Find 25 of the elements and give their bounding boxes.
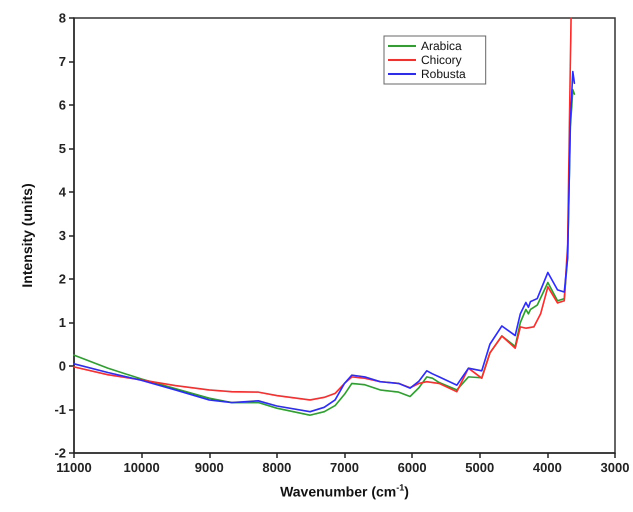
x-tick-label: 9000 (194, 460, 224, 475)
legend-label: Arabica (421, 39, 462, 53)
y-tick-label: 7 (58, 54, 66, 69)
x-tick-label: 6000 (398, 460, 427, 475)
y-tick-label: 0 (58, 358, 66, 374)
y-tick-label: 4 (58, 184, 67, 200)
x-tick-label: 10000 (124, 460, 160, 475)
x-tick-label: 11000 (56, 460, 92, 475)
y-tick-label: 3 (58, 228, 66, 243)
y-tick-label: 6 (58, 98, 66, 112)
x-tick-label: 3000 (600, 460, 630, 475)
y-tick-label: -1 (54, 402, 66, 417)
y-axis-title: Intensity (units) (19, 183, 35, 288)
legend-label: Robusta (421, 67, 466, 81)
y-tick-label: 2 (58, 272, 66, 286)
y-tick-label: 8 (58, 10, 66, 26)
x-tick-label: 5000 (465, 460, 494, 475)
y-tick-label: -2 (54, 446, 66, 460)
x-tick-label: 8000 (262, 460, 292, 475)
x-tick-label: 4000 (532, 460, 562, 475)
y-tick-label: 1 (58, 315, 66, 330)
y-tick-label: 5 (58, 141, 66, 156)
legend-label: Chicory (421, 53, 462, 67)
x-tick-label: 7000 (330, 460, 359, 475)
line-series (73, 17, 572, 401)
